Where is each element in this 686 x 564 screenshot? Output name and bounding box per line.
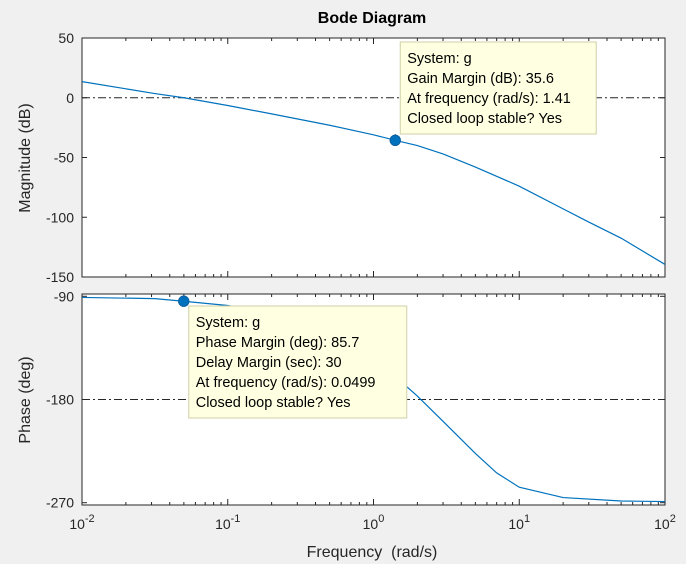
datatip-line: At frequency (rad/s): 1.41 <box>407 91 571 107</box>
x-axis-label: Frequency (rad/s) <box>307 544 438 561</box>
phase-axes[interactable]: -90 -180 -270 System: g Phase Margin (deg):… <box>46 288 666 511</box>
datatip-line: Closed loop stable? Yes <box>407 111 562 127</box>
datatip-line: Closed loop stable? Yes <box>196 395 351 411</box>
phase-ylabel: Phase (deg) <box>17 356 34 443</box>
y-tick-label: -90 <box>54 288 74 304</box>
y-tick-label: -270 <box>46 495 74 511</box>
x-tick-labels: 10-2 10-1 100 101 102 <box>69 513 676 532</box>
x-tick-label: 101 <box>508 513 530 532</box>
y-tick-label: 0 <box>66 90 74 106</box>
magnitude-axes[interactable]: 50 0 -50 -100 -150 System: g Gain Margin (dB)… <box>46 30 666 285</box>
datatip-line: System: g <box>407 51 471 67</box>
datatip-marker[interactable] <box>389 134 401 146</box>
datatip-line: System: g <box>196 315 260 331</box>
magnitude-ylabel: Magnitude (dB) <box>17 103 34 212</box>
phase-margin-datatip[interactable]: System: g Phase Margin (deg): 85.7 Delay M… <box>178 295 408 419</box>
datatip-line: Delay Margin (sec): 30 <box>196 355 342 371</box>
x-tick-label: 100 <box>363 513 385 532</box>
chart-title: Bode Diagram <box>318 10 426 27</box>
x-tick-label: 102 <box>654 513 676 532</box>
datatip-box <box>188 305 408 419</box>
datatip-line: Gain Margin (dB): 35.6 <box>407 71 554 87</box>
phase-y-ticks: -90 -180 -270 <box>46 288 665 511</box>
y-tick-label: -180 <box>46 392 74 408</box>
magnitude-x-tickmarks <box>81 38 659 277</box>
x-tick-label: 10-2 <box>69 513 94 532</box>
datatip-line: Phase Margin (deg): 85.7 <box>196 335 360 351</box>
datatip-line: At frequency (rad/s): 0.0499 <box>196 375 376 391</box>
gain-margin-datatip[interactable]: System: g Gain Margin (dB): 35.6 At freque… <box>389 41 597 146</box>
y-tick-label: -50 <box>54 150 74 166</box>
datatip-marker[interactable] <box>178 295 190 307</box>
y-tick-label: 50 <box>58 30 74 46</box>
y-tick-label: -150 <box>46 269 74 285</box>
phase-x-tickmarks <box>81 294 659 505</box>
magnitude-y-ticks: 50 0 -50 -100 -150 <box>46 30 665 285</box>
y-tick-label: -100 <box>46 209 74 225</box>
x-tick-label: 10-1 <box>215 513 240 532</box>
datatip-box <box>399 41 597 135</box>
